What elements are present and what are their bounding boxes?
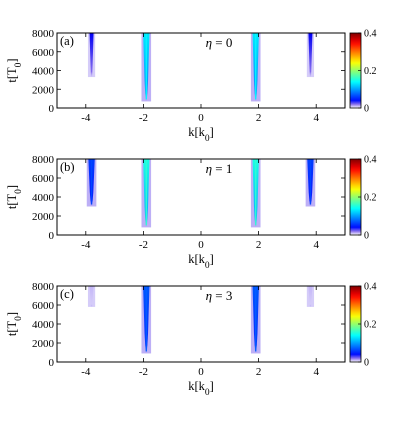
y-tick-label: 8000 (32, 154, 55, 166)
x-axis-label-rest: ] (210, 252, 214, 266)
x-tick-label: 0 (198, 366, 204, 378)
eta-label: η = 0 (206, 35, 233, 50)
y-tick-label: 8000 (32, 281, 55, 293)
x-tick-label: -2 (139, 112, 148, 124)
eta-symbol: η (206, 161, 212, 176)
panel-tag: (b) (60, 160, 75, 174)
y-axis-label: t[T0] (5, 312, 24, 336)
colorbar-tick-label: 0.4 (364, 155, 377, 166)
eta-label: η = 3 (206, 288, 233, 303)
streak-k-neg3p8 (89, 33, 94, 78)
y-axis-label-sub: 0 (14, 189, 24, 194)
y-axis-label-sub: 0 (14, 316, 24, 321)
y-tick-label: 2000 (32, 211, 55, 223)
x-tick-label: 2 (256, 366, 262, 378)
streak-k-3p8 (308, 286, 313, 307)
eta-label: η = 1 (206, 161, 233, 176)
colorbar-tick-label: 0.2 (364, 320, 377, 331)
y-tick-label: 4000 (32, 192, 55, 204)
x-tick-label: -4 (81, 366, 91, 378)
y-tick-label: 6000 (32, 300, 55, 312)
x-tick-label: -4 (81, 112, 91, 124)
plot-area (57, 159, 345, 235)
y-tick-label: 0 (49, 103, 55, 115)
colorbar-tick-label: 0.4 (364, 282, 377, 293)
y-tick-label: 4000 (32, 66, 55, 78)
y-tick-label: 4000 (32, 319, 55, 331)
x-tick-label: 2 (256, 239, 262, 251)
x-tick-label: 0 (198, 239, 204, 251)
panel-c: -4 -2 0 2 4 0 2000 4000 6000 8000 k[k0] t[T0] (c) η =… (5, 281, 377, 398)
y-tick-label: 0 (49, 230, 55, 242)
x-axis-label-sub: 0 (205, 388, 210, 398)
y-axis-label-rest: ] (5, 185, 19, 189)
panel-a: -4 -2 0 2 4 0 2000 4000 6000 8000 k[k0] t[T0] (a) η =… (5, 28, 377, 144)
x-axis-label-rest: ] (210, 125, 214, 139)
plot-area (57, 286, 345, 362)
colorbar-tick-label: 0 (364, 231, 369, 242)
streak-k-3p8 (308, 33, 313, 78)
y-tick-label: 2000 (32, 84, 55, 96)
colorbar-tick-label: 0 (364, 104, 369, 115)
panel-tag: (c) (60, 287, 74, 301)
y-tick-label: 0 (49, 357, 55, 369)
colorbar-tick-label: 0.4 (364, 29, 377, 40)
x-tick-label: 0 (198, 112, 204, 124)
x-tick-label: 4 (313, 239, 319, 251)
y-tick-label: 6000 (32, 173, 55, 185)
panel-tag: (a) (60, 34, 74, 48)
x-tick-label: 4 (313, 366, 319, 378)
panel-b: -4 -2 0 2 4 0 2000 4000 6000 8000 k[k0] t[T0] (b) η =… (5, 154, 377, 271)
y-axis-label-rest: ] (5, 58, 19, 62)
x-tick-label: -4 (81, 239, 91, 251)
x-axis-label: k[k0] (188, 125, 214, 144)
colorbar-tick-label: 0.2 (364, 66, 377, 77)
eta-symbol: η (206, 35, 212, 50)
y-tick-label: 2000 (32, 338, 55, 350)
plot-area (57, 33, 345, 108)
y-axis-label: t[T0] (5, 185, 24, 209)
x-tick-label: -2 (139, 366, 148, 378)
x-tick-label: 2 (256, 112, 262, 124)
y-tick-label: 6000 (32, 47, 55, 59)
colorbar-tick-label: 0.2 (364, 193, 377, 204)
eta-symbol: η (206, 288, 212, 303)
streak-k-neg3p8 (89, 286, 94, 307)
y-axis-label-sub: 0 (14, 62, 24, 67)
x-axis-label: k[k0] (188, 252, 214, 271)
x-axis-label: k[k0] (188, 379, 214, 398)
x-tick-label: -2 (139, 239, 148, 251)
y-tick-label: 8000 (32, 28, 55, 40)
x-tick-label: 4 (313, 112, 319, 124)
y-axis-label: t[T0] (5, 58, 24, 82)
x-axis-label-sub: 0 (205, 134, 210, 144)
x-axis-label-sub: 0 (205, 261, 210, 271)
x-axis-label-rest: ] (210, 379, 214, 393)
y-axis-label-rest: ] (5, 312, 19, 316)
colorbar-tick-label: 0 (364, 358, 369, 369)
